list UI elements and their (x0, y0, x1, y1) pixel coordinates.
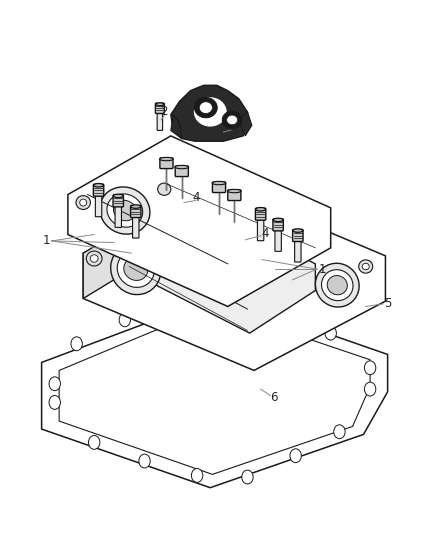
FancyBboxPatch shape (295, 239, 301, 262)
FancyBboxPatch shape (95, 194, 102, 217)
Ellipse shape (321, 270, 353, 301)
Circle shape (207, 260, 223, 279)
Ellipse shape (199, 102, 212, 114)
FancyBboxPatch shape (228, 190, 241, 200)
Ellipse shape (359, 260, 373, 273)
FancyBboxPatch shape (293, 230, 303, 241)
Circle shape (242, 470, 253, 484)
Circle shape (325, 326, 336, 340)
Ellipse shape (107, 194, 143, 227)
Circle shape (119, 313, 131, 327)
Ellipse shape (86, 251, 102, 266)
Polygon shape (83, 229, 123, 298)
FancyBboxPatch shape (160, 158, 173, 168)
Circle shape (71, 337, 82, 351)
FancyBboxPatch shape (175, 166, 188, 176)
Circle shape (49, 395, 60, 409)
Polygon shape (125, 200, 315, 333)
Ellipse shape (273, 218, 283, 222)
Ellipse shape (94, 183, 103, 187)
Ellipse shape (111, 244, 161, 295)
Text: 1: 1 (42, 235, 50, 247)
Ellipse shape (256, 207, 265, 211)
FancyBboxPatch shape (273, 219, 283, 231)
Ellipse shape (194, 97, 227, 127)
Polygon shape (59, 306, 370, 474)
FancyBboxPatch shape (131, 206, 141, 217)
Ellipse shape (293, 229, 303, 232)
FancyBboxPatch shape (115, 205, 121, 228)
Text: 3: 3 (231, 124, 238, 136)
Polygon shape (171, 115, 182, 139)
FancyBboxPatch shape (275, 229, 281, 252)
Circle shape (88, 435, 100, 449)
Ellipse shape (227, 189, 241, 193)
Circle shape (364, 382, 376, 396)
FancyBboxPatch shape (113, 195, 124, 207)
Ellipse shape (158, 183, 171, 195)
FancyBboxPatch shape (133, 215, 139, 238)
Circle shape (364, 361, 376, 375)
Text: 4: 4 (192, 191, 200, 204)
Circle shape (172, 294, 183, 308)
FancyBboxPatch shape (155, 103, 164, 114)
Circle shape (275, 308, 286, 321)
Ellipse shape (227, 115, 237, 125)
Ellipse shape (159, 157, 173, 161)
Ellipse shape (113, 194, 123, 198)
Ellipse shape (175, 165, 189, 169)
Ellipse shape (229, 261, 253, 282)
Polygon shape (68, 136, 331, 306)
Ellipse shape (90, 255, 98, 262)
FancyBboxPatch shape (157, 111, 162, 131)
Circle shape (49, 377, 60, 391)
Ellipse shape (131, 205, 141, 208)
Ellipse shape (117, 251, 154, 287)
Ellipse shape (100, 187, 150, 234)
Circle shape (222, 294, 233, 308)
Circle shape (290, 449, 301, 463)
Polygon shape (239, 112, 252, 136)
Ellipse shape (315, 263, 359, 307)
Ellipse shape (327, 276, 347, 295)
FancyBboxPatch shape (258, 218, 264, 241)
Text: 1: 1 (318, 263, 326, 276)
Polygon shape (42, 296, 388, 488)
Ellipse shape (80, 199, 87, 206)
Ellipse shape (118, 236, 132, 249)
FancyBboxPatch shape (255, 208, 266, 220)
Ellipse shape (235, 266, 247, 277)
Ellipse shape (212, 181, 226, 185)
Polygon shape (83, 184, 385, 370)
Circle shape (334, 425, 345, 439)
Circle shape (139, 454, 150, 468)
Ellipse shape (113, 200, 136, 221)
Text: 4: 4 (261, 227, 269, 240)
Ellipse shape (362, 263, 369, 270)
FancyBboxPatch shape (93, 184, 104, 196)
Text: 5: 5 (384, 297, 391, 310)
Ellipse shape (194, 98, 217, 118)
Ellipse shape (124, 258, 148, 280)
Circle shape (191, 469, 203, 482)
Ellipse shape (156, 103, 164, 106)
Polygon shape (171, 85, 250, 141)
FancyBboxPatch shape (212, 182, 226, 192)
Text: 6: 6 (270, 391, 278, 403)
Text: 2: 2 (160, 106, 168, 118)
Ellipse shape (223, 111, 242, 129)
Ellipse shape (76, 196, 90, 209)
